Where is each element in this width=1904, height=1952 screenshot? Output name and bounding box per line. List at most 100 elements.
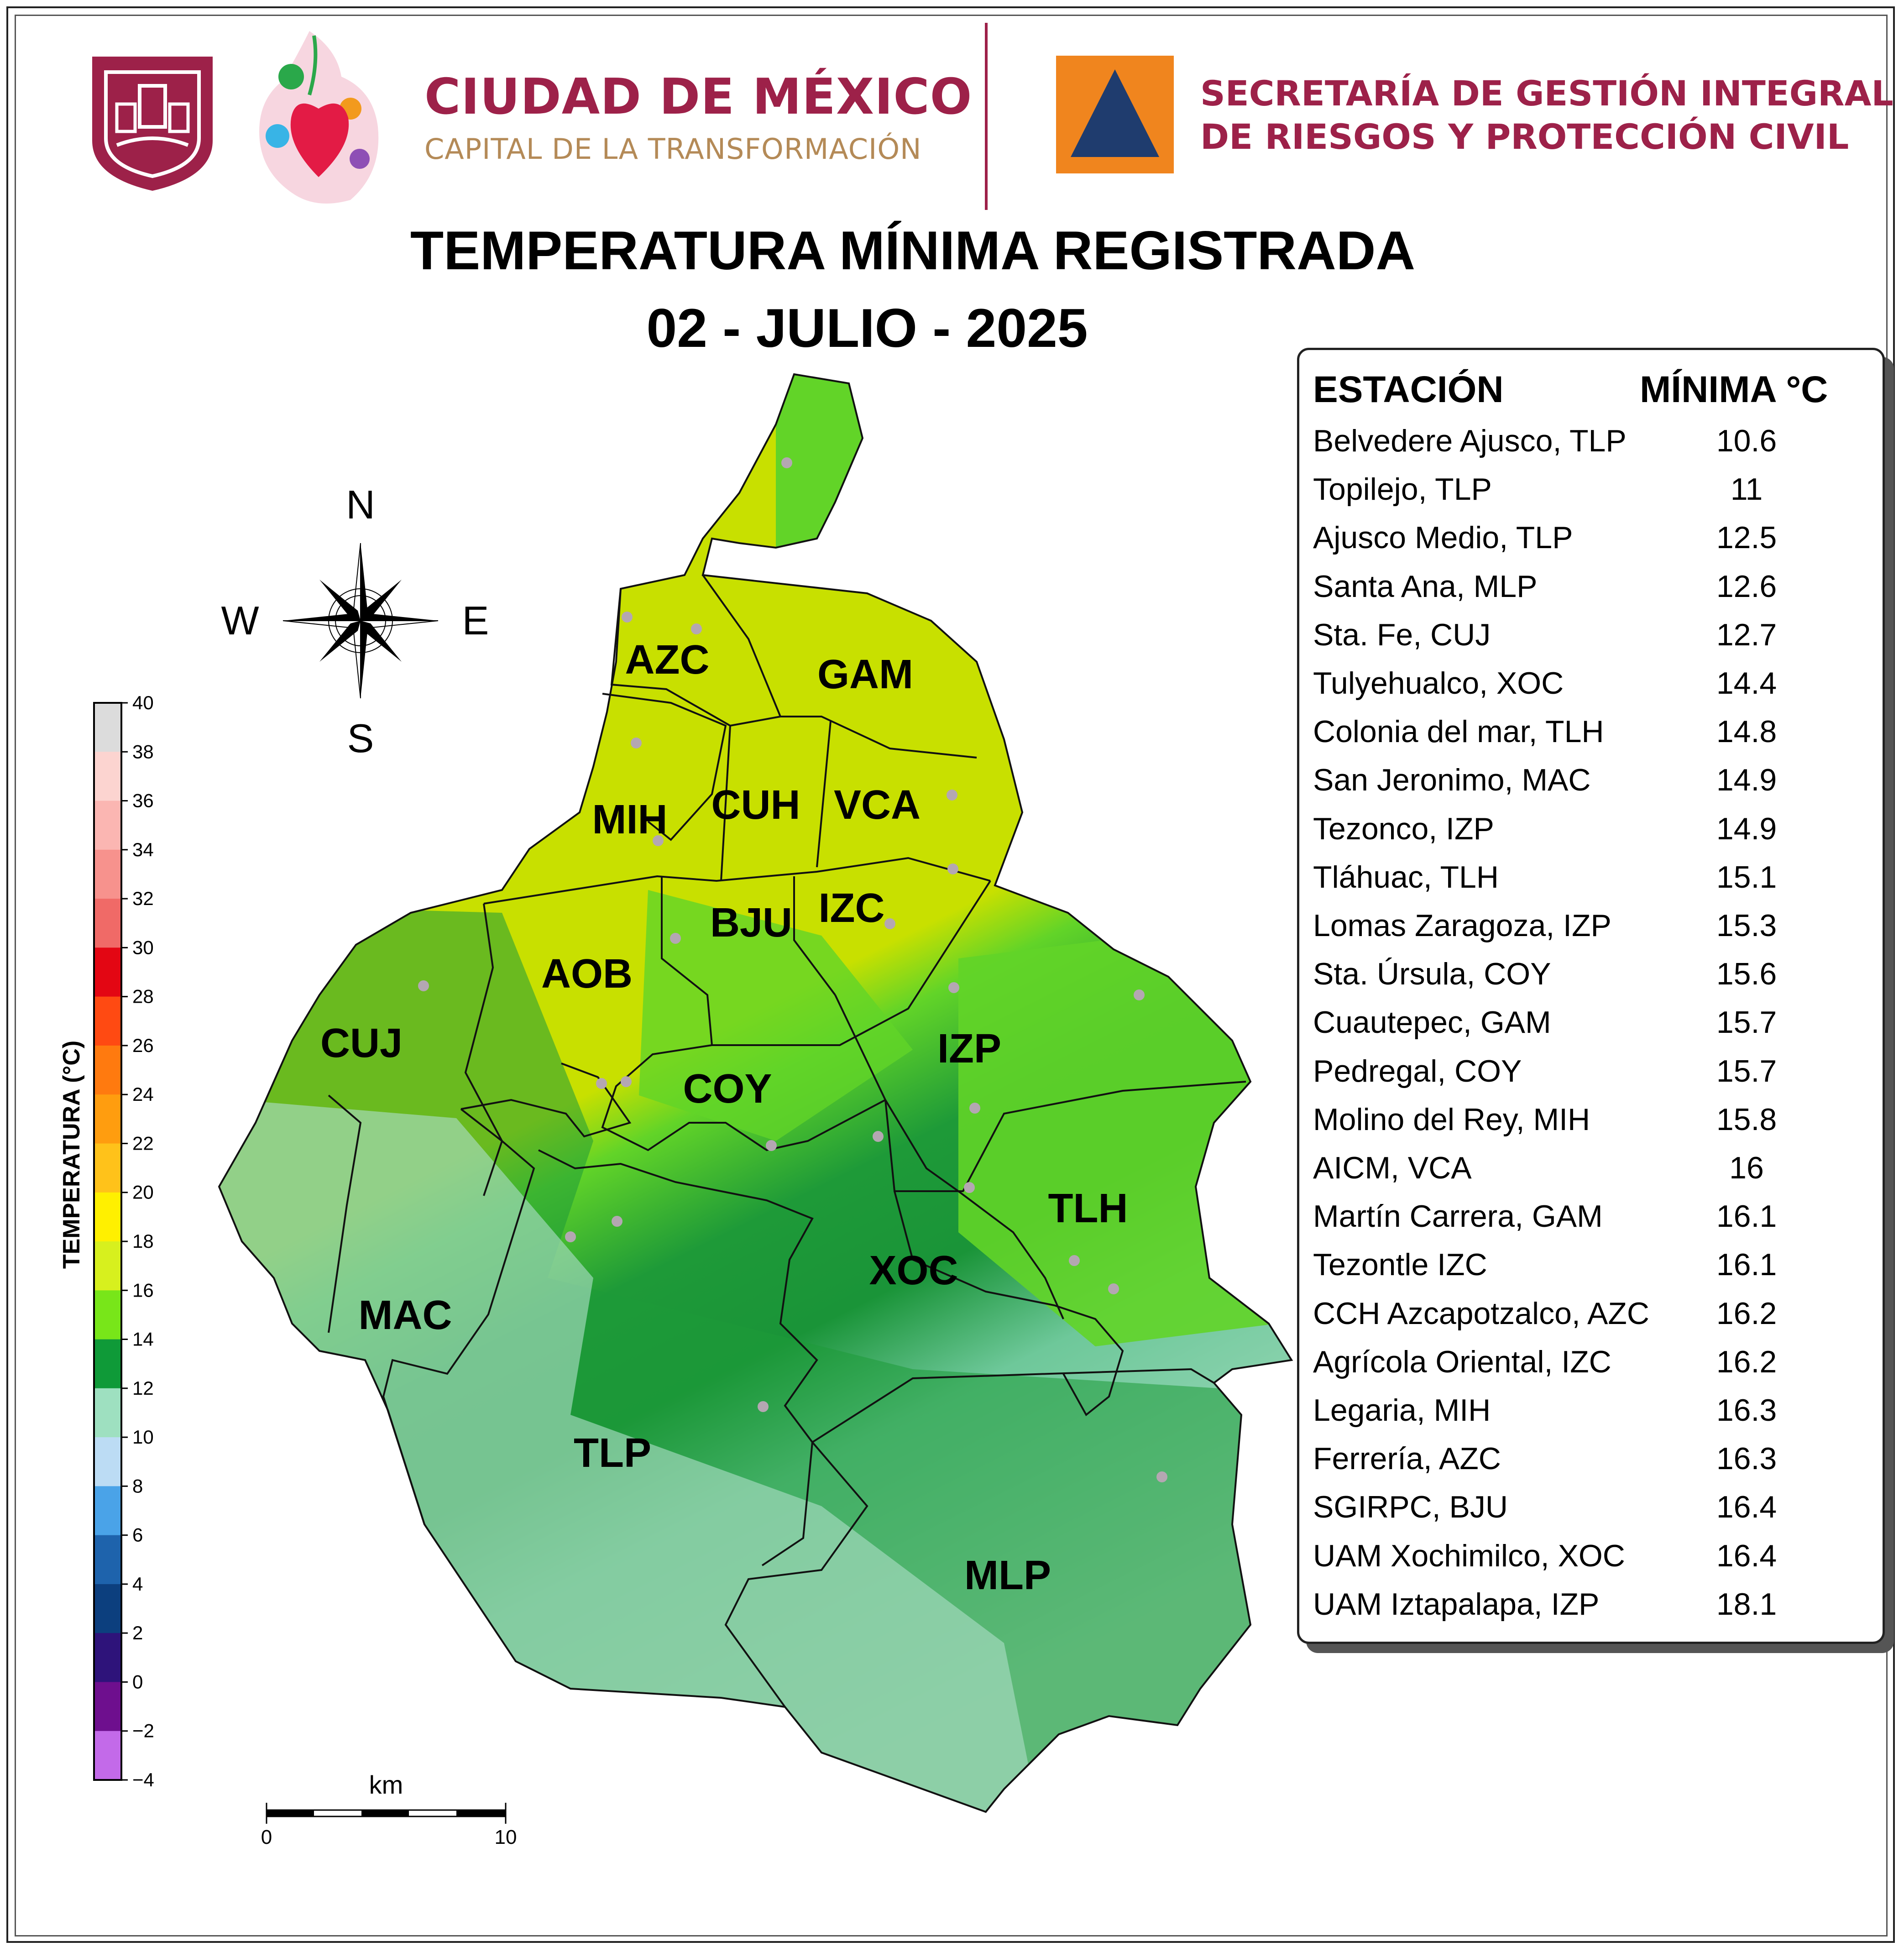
station-name: Molino del Rey, MIH: [1313, 1102, 1590, 1137]
station-min-temp: 10.6: [1716, 424, 1777, 458]
station-marker: [1108, 1283, 1119, 1294]
station-min-temp: 18.1: [1716, 1586, 1777, 1622]
table-row: Legaria, MIH 16.3: [1299, 1392, 1883, 1441]
colorbar-tick-label: 38: [132, 741, 154, 762]
colorbar-tick-label: 2: [132, 1622, 143, 1643]
table-row: Colonia del mar, TLH 14.8: [1299, 714, 1883, 762]
table-row: Tláhuac, TLH 15.1: [1299, 859, 1883, 908]
colorbar-segment: [94, 1584, 121, 1633]
colorbar-segment: [94, 1241, 121, 1291]
colorbar-segment: [94, 1094, 121, 1144]
colorbar-segment: [94, 849, 121, 899]
station-marker: [969, 1103, 980, 1114]
station-marker: [653, 835, 664, 846]
city-name: CIUDAD DE MÉXICO: [424, 68, 973, 126]
table-row: Tulyehualco, XOC 14.4: [1299, 665, 1883, 714]
colorbar-tick-label: 0: [132, 1671, 143, 1692]
station-min-temp: 12.7: [1716, 617, 1777, 652]
station-marker: [1156, 1471, 1167, 1482]
station-name: UAM Iztapalapa, IZP: [1313, 1586, 1600, 1622]
agency-name-line2: DE RIESGOS Y PROTECCIÓN CIVIL: [1200, 116, 1849, 157]
scale-start: 0: [261, 1826, 272, 1848]
muni-label-azc: AZC: [625, 637, 710, 683]
header-divider: [985, 23, 988, 210]
station-marker: [631, 738, 642, 748]
station-min-temp: 16.4: [1716, 1538, 1777, 1573]
muni-label-xoc: XOC: [869, 1248, 958, 1293]
station-min-temp: 16.3: [1716, 1393, 1777, 1428]
station-min-temp: 15.3: [1716, 908, 1777, 943]
muni-label-vca: VCA: [834, 782, 921, 828]
colorbar-segment: [94, 1339, 121, 1389]
table-row: Tezontle IZC 16.1: [1299, 1247, 1883, 1295]
station-markers: [418, 457, 1167, 1482]
outer-frame: [6, 6, 1895, 1943]
table-row: Pedregal, COY 15.7: [1299, 1053, 1883, 1102]
compass-rose-icon: [282, 543, 439, 699]
colorbar-segment: [94, 1731, 121, 1780]
table-row: Martín Carrera, GAM 16.1: [1299, 1198, 1883, 1247]
colorbar-tick-label: 8: [132, 1475, 143, 1497]
station-name: Sta. Fe, CUJ: [1313, 617, 1491, 652]
station-marker: [621, 1076, 632, 1087]
colorbar-tick-label: 34: [132, 839, 154, 860]
colorbar-segment: [94, 1045, 121, 1095]
muni-label-aob: AOB: [541, 951, 633, 997]
station-marker: [1134, 989, 1145, 1000]
colorbar-tick-label: 24: [132, 1083, 154, 1105]
temperature-colorbar: 4038363432302826242220181614121086420−2−…: [93, 692, 154, 1790]
station-name: Agrícola Oriental, IZC: [1313, 1344, 1611, 1379]
cdmx-shield-logo: [92, 57, 213, 191]
station-min-temp: 16.1: [1716, 1247, 1777, 1282]
station-min-temp: 16.2: [1716, 1296, 1777, 1331]
muni-label-mac: MAC: [359, 1293, 452, 1338]
station-name: Belvedere Ajusco, TLP: [1313, 424, 1627, 458]
city-tagline: CAPITAL DE LA TRANSFORMACIÓN: [424, 132, 922, 166]
station-name: Tezontle IZC: [1313, 1247, 1487, 1282]
station-min-temp: 15.6: [1716, 957, 1777, 992]
map-date: 02 - JULIO - 2025: [646, 298, 1088, 359]
station-name: San Jeronimo, MAC: [1313, 763, 1591, 798]
table-row: Agrícola Oriental, IZC 16.2: [1299, 1344, 1883, 1392]
table-row: CCH Azcapotzalco, AZC 16.2: [1299, 1296, 1883, 1344]
colorbar-tick-label: 22: [132, 1132, 154, 1154]
muni-label-gam: GAM: [817, 652, 913, 697]
colorbar-tick-label: 26: [132, 1035, 154, 1056]
station-marker: [670, 933, 681, 944]
station-min-temp: 16: [1729, 1151, 1764, 1185]
table-row: Molino del Rey, MIH 15.8: [1299, 1102, 1883, 1150]
colorbar-segment: [94, 703, 121, 752]
colorbar-segment: [94, 947, 121, 997]
muni-label-bju: BJU: [710, 900, 792, 946]
table-header-station: ESTACIÓN: [1313, 369, 1504, 410]
colorbar-segment: [94, 1143, 121, 1193]
colorbar-tick-label: 30: [132, 937, 154, 958]
table-row: San Jeronimo, MAC 14.9: [1299, 762, 1883, 811]
station-marker: [1069, 1255, 1080, 1266]
station-min-temp: 16.1: [1716, 1199, 1777, 1234]
colorbar-segment: [94, 801, 121, 850]
compass-north: N: [346, 482, 375, 527]
muni-label-izp: IZP: [937, 1026, 1001, 1072]
table-row: Lomas Zaragoza, IZP 15.3: [1299, 908, 1883, 956]
colorbar-tick-label: 20: [132, 1182, 154, 1203]
muni-label-cuh: CUH: [711, 782, 800, 828]
station-marker: [873, 1131, 884, 1142]
scale-end: 10: [495, 1826, 517, 1848]
station-name: Tláhuac, TLH: [1313, 859, 1499, 895]
municipality-labels: AZC GAM MIH CUH VCA BJU IZC AOB CUJ COY …: [320, 637, 1128, 1598]
table-row: Ajusco Medio, TLP 12.5: [1299, 520, 1883, 568]
station-name: Ferrería, AZC: [1313, 1441, 1501, 1476]
station-min-temp: 15.1: [1716, 859, 1777, 895]
muni-label-tlp: TLP: [574, 1430, 651, 1476]
colorbar-segment: [94, 1535, 121, 1585]
station-marker: [766, 1140, 777, 1151]
colorbar-tick-label: 28: [132, 986, 154, 1007]
colorbar-segment: [94, 899, 121, 948]
colorbar-tick-label: 4: [132, 1573, 143, 1595]
station-name: Santa Ana, MLP: [1313, 569, 1538, 604]
station-marker: [758, 1401, 769, 1412]
colorbar-tick-label: 40: [132, 692, 154, 713]
